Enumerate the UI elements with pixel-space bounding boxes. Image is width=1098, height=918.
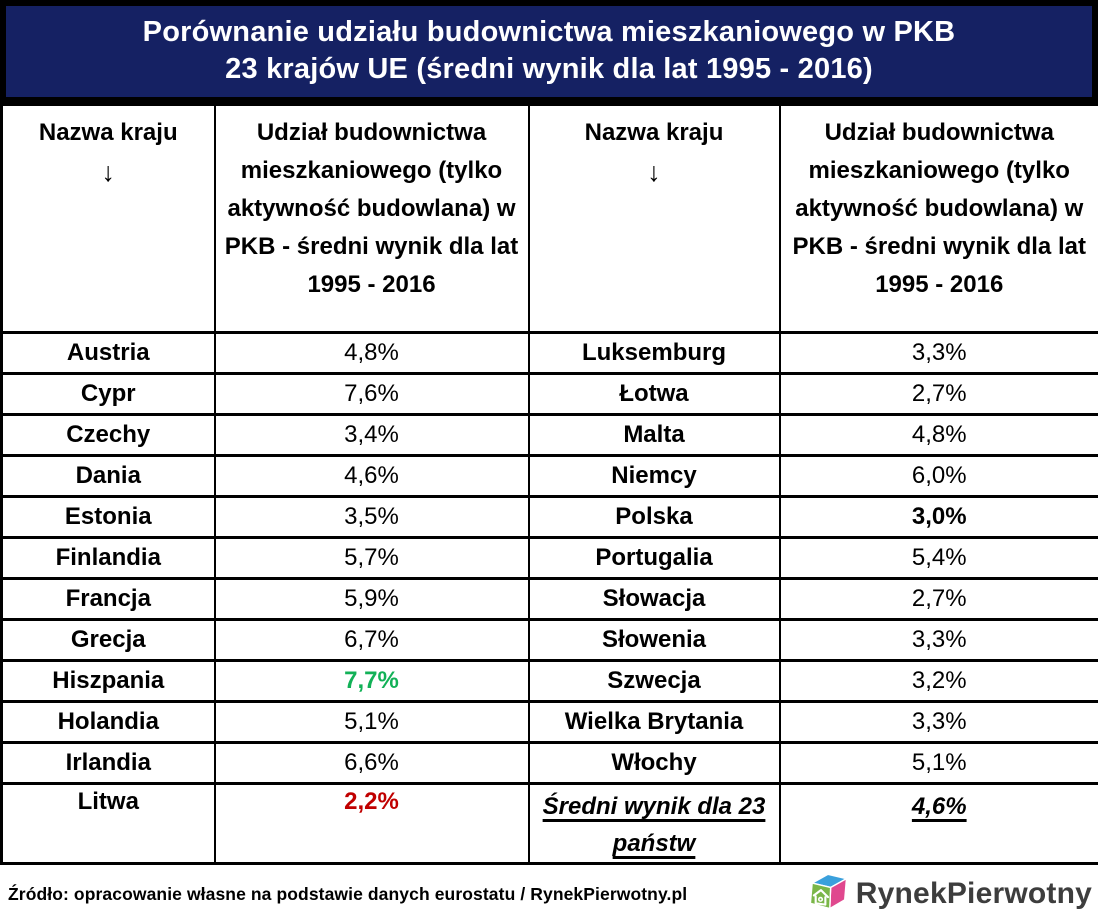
title-line-1: Porównanie udziału budownictwa mieszkani… — [16, 14, 1082, 51]
country-cell: Czechy — [2, 415, 215, 456]
country-cell: Irlandia — [2, 743, 215, 784]
sort-arrow-down-icon: ↓ — [7, 152, 210, 192]
country-cell: Litwa — [2, 784, 215, 864]
value-cell: 4,8% — [780, 415, 1098, 456]
table-row: Hiszpania 7,7% Szwecja 3,2% — [2, 661, 1098, 702]
value-cell: 5,1% — [215, 702, 529, 743]
country-cell: Malta — [529, 415, 780, 456]
country-cell: Włochy — [529, 743, 780, 784]
table-row: Cypr 7,6% Łotwa 2,7% — [2, 374, 1098, 415]
value-cell: 3,3% — [780, 702, 1098, 743]
value-cell: 4,8% — [215, 333, 529, 374]
summary-label-cell: Średni wynik dla 23 państw — [529, 784, 780, 864]
comparison-table: Nazwa kraju ↓ Udział budownictwa mieszka… — [0, 103, 1098, 865]
country-cell: Francja — [2, 579, 215, 620]
value-cell: 3,3% — [780, 620, 1098, 661]
brand-logo: RynekPierwotny — [806, 865, 1092, 918]
table-row: Estonia 3,5% Polska 3,0% — [2, 497, 1098, 538]
value-cell: 4,6% — [215, 456, 529, 497]
col-header-value-right: Udział budownictwa mieszkaniowego (tylko… — [780, 105, 1098, 333]
house-cube-icon — [806, 869, 850, 918]
country-cell: Austria — [2, 333, 215, 374]
country-cell: Łotwa — [529, 374, 780, 415]
table-row: Finlandia 5,7% Portugalia 5,4% — [2, 538, 1098, 579]
country-cell: Hiszpania — [2, 661, 215, 702]
country-cell: Polska — [529, 497, 780, 538]
value-cell: 2,7% — [780, 579, 1098, 620]
country-cell: Wielka Brytania — [529, 702, 780, 743]
brand-name: RynekPierwotny — [856, 877, 1092, 911]
country-cell: Szwecja — [529, 661, 780, 702]
country-cell: Estonia — [2, 497, 215, 538]
value-cell-min-highlight: 2,2% — [215, 784, 529, 864]
table-row: Irlandia 6,6% Włochy 5,1% — [2, 743, 1098, 784]
country-cell: Cypr — [2, 374, 215, 415]
value-cell: 3,2% — [780, 661, 1098, 702]
value-cell: 3,4% — [215, 415, 529, 456]
value-cell: 5,1% — [780, 743, 1098, 784]
source-text: Źródło: opracowanie własne na podstawie … — [8, 878, 687, 905]
country-cell: Niemcy — [529, 456, 780, 497]
footer: Źródło: opracowanie własne na podstawie … — [0, 865, 1098, 918]
table-row: Dania 4,6% Niemcy 6,0% — [2, 456, 1098, 497]
value-cell: 2,7% — [780, 374, 1098, 415]
title-banner: Porównanie udziału budownictwa mieszkani… — [0, 0, 1098, 103]
value-cell: 6,0% — [780, 456, 1098, 497]
table-row: Holandia 5,1% Wielka Brytania 3,3% — [2, 702, 1098, 743]
value-cell: 5,4% — [780, 538, 1098, 579]
country-header-label: Nazwa kraju — [534, 114, 775, 152]
country-cell: Słowenia — [529, 620, 780, 661]
table-row: Francja 5,9% Słowacja 2,7% — [2, 579, 1098, 620]
country-cell: Finlandia — [2, 538, 215, 579]
title-line-2: 23 krajów UE (średni wynik dla lat 1995 … — [16, 51, 1082, 88]
table-row: Grecja 6,7% Słowenia 3,3% — [2, 620, 1098, 661]
value-cell: 5,9% — [215, 579, 529, 620]
country-cell: Grecja — [2, 620, 215, 661]
value-cell: 7,6% — [215, 374, 529, 415]
value-cell: 5,7% — [215, 538, 529, 579]
country-cell: Luksemburg — [529, 333, 780, 374]
table-row: Litwa 2,2% Średni wynik dla 23 państw 4,… — [2, 784, 1098, 864]
value-cell: 3,5% — [215, 497, 529, 538]
col-header-country-right: Nazwa kraju ↓ — [529, 105, 780, 333]
country-header-label: Nazwa kraju — [7, 114, 210, 152]
value-cell-emphasized: 3,0% — [780, 497, 1098, 538]
table-row: Austria 4,8% Luksemburg 3,3% — [2, 333, 1098, 374]
header-row: Nazwa kraju ↓ Udział budownictwa mieszka… — [2, 105, 1098, 333]
value-cell: 6,6% — [215, 743, 529, 784]
value-cell: 6,7% — [215, 620, 529, 661]
country-cell: Portugalia — [529, 538, 780, 579]
country-cell: Holandia — [2, 702, 215, 743]
value-cell-max-highlight: 7,7% — [215, 661, 529, 702]
summary-value-cell: 4,6% — [780, 784, 1098, 864]
sort-arrow-down-icon: ↓ — [534, 152, 775, 192]
col-header-value-left: Udział budownictwa mieszkaniowego (tylko… — [215, 105, 529, 333]
col-header-country-left: Nazwa kraju ↓ — [2, 105, 215, 333]
country-cell: Słowacja — [529, 579, 780, 620]
country-cell: Dania — [2, 456, 215, 497]
value-cell: 3,3% — [780, 333, 1098, 374]
table-row: Czechy 3,4% Malta 4,8% — [2, 415, 1098, 456]
